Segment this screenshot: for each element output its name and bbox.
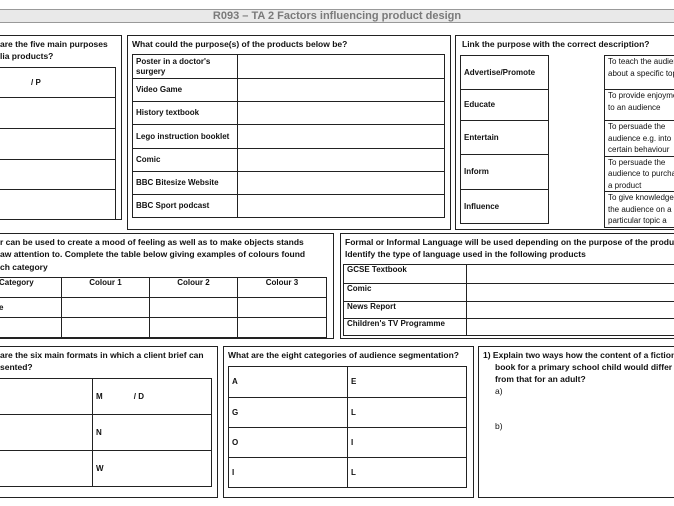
answer-cell[interactable] xyxy=(149,317,238,338)
header-colour-2: Colour 2 xyxy=(149,277,238,298)
colour-section xyxy=(0,233,334,339)
purposes-question-1: are the five main purposes xyxy=(0,39,108,49)
purposes-question-2: lia products? xyxy=(0,51,54,61)
segment-cell[interactable]: I xyxy=(347,427,467,458)
answer-cell[interactable] xyxy=(466,301,674,319)
product-label: BBC Sport podcast xyxy=(132,194,238,218)
format-cell[interactable]: M / D xyxy=(92,378,212,415)
purpose-item[interactable]: Advertise/Promote xyxy=(460,55,549,90)
page-title: R093 – TA 2 Factors influencing product … xyxy=(0,9,674,23)
format-cell[interactable]: W xyxy=(92,450,212,487)
segment-cell[interactable]: L xyxy=(347,457,467,488)
product-label: Video Game xyxy=(132,78,238,102)
colour-table: Category Colour 1 Colour 2 Colour 3 e xyxy=(0,277,327,338)
purpose-item[interactable]: Entertain xyxy=(460,120,549,155)
segment-cell[interactable]: L xyxy=(347,397,467,428)
purpose-item[interactable]: Inform xyxy=(460,154,549,190)
purpose-item[interactable]: Educate xyxy=(460,89,549,121)
language-question-2: Identify the type of language used in th… xyxy=(345,249,586,259)
description-item[interactable]: To teach the audience about a specific t… xyxy=(604,55,674,90)
answer-cell[interactable] xyxy=(61,297,150,318)
product-label: Comic xyxy=(132,148,238,172)
products-table: Poster in a doctor's surgery Video Game … xyxy=(132,54,445,218)
answer-cell[interactable]: / P xyxy=(0,67,116,98)
answer-cell[interactable] xyxy=(237,317,327,338)
category-cell xyxy=(0,317,62,338)
segment-cell[interactable]: E xyxy=(347,366,467,398)
format-cell[interactable]: N xyxy=(92,414,212,451)
product-label: Lego instruction booklet xyxy=(132,124,238,149)
answer-cell[interactable] xyxy=(237,171,445,195)
fiction-question-1: 1) Explain two ways how the content of a… xyxy=(483,350,674,360)
answer-cell[interactable] xyxy=(237,148,445,172)
language-table: GCSE Textbook Comic News Report Children… xyxy=(343,264,674,336)
link-section xyxy=(455,35,674,230)
fiction-question-3: from that for an adult? xyxy=(495,374,586,384)
purpose-item[interactable]: Influence xyxy=(460,189,549,224)
product-label: Comic xyxy=(343,283,467,302)
formats-table: M / D N W xyxy=(0,378,212,487)
answer-cell[interactable] xyxy=(466,318,674,336)
answer-cell[interactable] xyxy=(0,450,93,487)
formats-section xyxy=(0,346,218,498)
segment-cell[interactable]: A xyxy=(228,366,348,398)
product-label: Children's TV Programme xyxy=(343,318,467,336)
answer-cell[interactable] xyxy=(61,317,150,338)
header-colour-3: Colour 3 xyxy=(237,277,327,298)
segmentation-question: What are the eight categories of audienc… xyxy=(228,350,459,360)
answer-cell[interactable] xyxy=(0,128,116,160)
description-item[interactable]: To provide enjoyment to an audience xyxy=(604,89,674,121)
product-label: Poster in a doctor's surgery xyxy=(132,54,238,79)
answer-cell[interactable] xyxy=(237,78,445,102)
purposes-section xyxy=(0,35,122,220)
formats-question-2: sented? xyxy=(0,362,33,372)
segment-cell[interactable]: O xyxy=(228,427,348,458)
answer-cell[interactable] xyxy=(237,297,327,318)
answer-cell[interactable] xyxy=(0,414,93,451)
answer-cell[interactable] xyxy=(149,297,238,318)
answer-cell[interactable] xyxy=(237,124,445,149)
product-label: BBC Bitesize Website xyxy=(132,171,238,195)
product-label: News Report xyxy=(343,301,467,319)
answer-a-label: a) xyxy=(495,386,503,396)
answer-b-label: b) xyxy=(495,421,503,431)
description-item[interactable]: To persuade the audience e.g. into certa… xyxy=(604,120,674,157)
purposes-table: / P xyxy=(0,67,116,220)
segment-cell[interactable]: I xyxy=(228,457,348,488)
colour-question-1: r can be used to create a mood of feelin… xyxy=(0,237,304,247)
answer-cell[interactable] xyxy=(237,194,445,218)
fiction-question-2: book for a primary school child would di… xyxy=(495,362,673,372)
product-label: GCSE Textbook xyxy=(343,264,467,284)
link-purposes-table: Advertise/Promote Educate Entertain Info… xyxy=(460,55,549,224)
fiction-section xyxy=(478,346,674,498)
header-colour-1: Colour 1 xyxy=(61,277,150,298)
link-question: Link the purpose with the correct descri… xyxy=(462,39,650,49)
products-section xyxy=(127,35,451,230)
description-item[interactable]: To give knowledge to the audience on a p… xyxy=(604,191,674,228)
category-cell: e xyxy=(0,297,62,318)
answer-cell[interactable] xyxy=(237,101,445,125)
answer-cell[interactable] xyxy=(0,97,116,129)
answer-cell[interactable] xyxy=(466,283,674,302)
formats-question-1: are the six main formats in which a clie… xyxy=(0,350,204,360)
link-descriptions-table: To teach the audience about a specific t… xyxy=(604,55,674,228)
answer-cell[interactable] xyxy=(466,264,674,284)
segmentation-section xyxy=(223,346,474,498)
segment-cell[interactable]: G xyxy=(228,397,348,428)
colour-question-3: ch category xyxy=(0,262,48,272)
header-category: Category xyxy=(0,277,62,298)
products-question: What could the purpose(s) of the product… xyxy=(132,39,348,49)
answer-cell[interactable] xyxy=(0,189,116,220)
product-label: History textbook xyxy=(132,101,238,125)
answer-cell[interactable] xyxy=(0,159,116,190)
description-item[interactable]: To persuade the audience to purchase a p… xyxy=(604,155,674,192)
answer-cell[interactable] xyxy=(237,54,445,79)
answer-cell[interactable] xyxy=(0,378,93,415)
colour-question-2: aw attention to. Complete the table belo… xyxy=(0,249,306,259)
language-question-1: Formal or Informal Language will be used… xyxy=(345,237,674,247)
language-section xyxy=(340,233,674,339)
